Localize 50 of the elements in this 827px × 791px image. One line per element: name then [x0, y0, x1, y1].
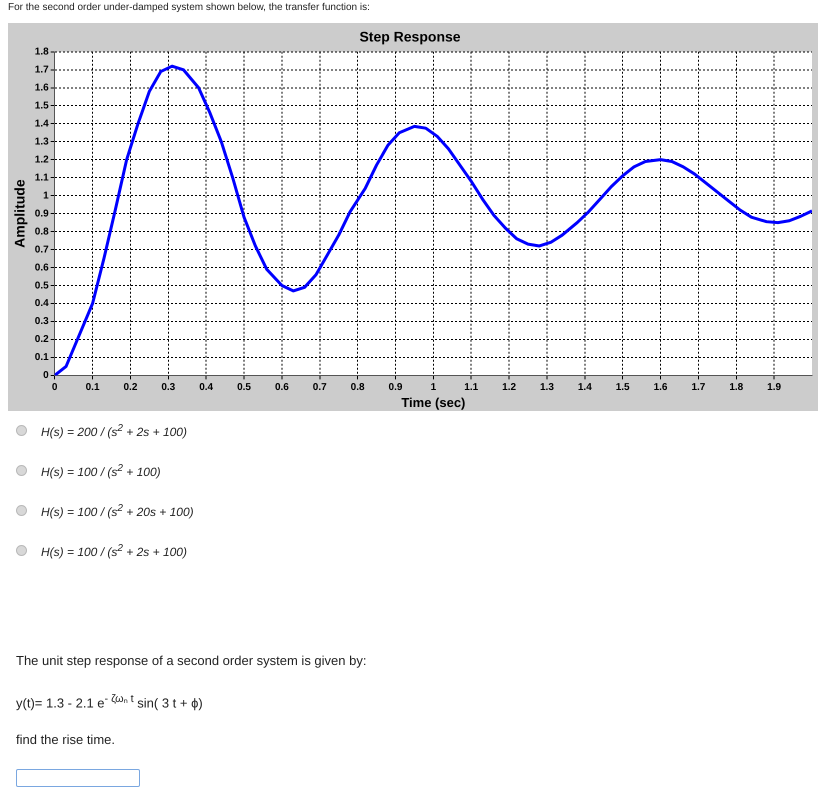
- text: H(s) = 200 / (s$^{2}$ + 2s + 100): [41, 423, 187, 439]
- x-tick-label: 1: [430, 382, 437, 394]
- text: H(s) = 100 / (s$^{2}$ + 100): [41, 463, 161, 479]
- y-tick-label: 0.9: [34, 208, 50, 220]
- x-axis-title: Time (sec): [401, 394, 466, 410]
- x-tick-label: 0.6: [274, 382, 290, 394]
- x-tick-label: 0.9: [388, 382, 403, 394]
- x-tick-label: 0.8: [350, 382, 366, 394]
- text: y(t)= 1.3 - 2.1 e$^{- ζωₙ t}$ sin( 3 t + ϕ): [16, 692, 204, 710]
- x-tick-label: 1.7: [691, 382, 706, 394]
- y-axis-title: Amplitude: [11, 179, 28, 248]
- y-tick-label: 0.3: [34, 316, 50, 328]
- x-tick-label: 0.2: [123, 382, 138, 394]
- x-tick-label: 1.2: [502, 382, 516, 394]
- y-tick-label: 1.8: [34, 46, 50, 58]
- x-tick-label: 0.7: [312, 382, 328, 394]
- y-tick-label: 1.4: [34, 118, 50, 130]
- x-tick-label: 1.6: [654, 382, 668, 394]
- x-tick-label: 1.8: [729, 382, 744, 394]
- text: The unit step response of a second order system is given by:: [16, 653, 368, 668]
- y-tick-label: 0.2: [34, 334, 50, 346]
- y-tick-label: 0.1: [34, 352, 50, 364]
- x-tick-label: 1.9: [767, 382, 782, 394]
- y-tick-label: 1.1: [34, 172, 50, 184]
- x-tick-label: 0.3: [161, 382, 176, 394]
- x-tick-label: 0.5: [237, 382, 252, 394]
- x-tick-label: 1.3: [540, 382, 554, 394]
- y-tick-label: 1.7: [34, 64, 50, 76]
- y-tick-label: 0.6: [34, 262, 50, 274]
- y-tick-label: 0.7: [34, 244, 50, 256]
- y-tick-label: 0: [43, 370, 50, 382]
- y-tick-label: 0.5: [34, 280, 50, 292]
- text: H(s) = 100 / (s$^{2}$ + 20s + 100): [41, 503, 194, 519]
- text: For the second order under-damped system shown below, the transfer function is:: [8, 2, 371, 13]
- y-tick-label: 1.6: [34, 82, 50, 94]
- text: H(s) = 100 / (s$^{2}$ + 2s + 100): [41, 543, 187, 559]
- y-tick-label: 1.2: [34, 154, 50, 166]
- x-tick-label: 1.1: [464, 382, 479, 394]
- x-tick-label: 0.1: [86, 382, 100, 394]
- x-tick-label: 0.4: [199, 382, 214, 394]
- y-tick-label: 1.3: [34, 136, 50, 148]
- x-tick-label: 1.4: [578, 382, 592, 394]
- y-tick-label: 0.4: [34, 298, 50, 310]
- x-tick-label: 0: [52, 382, 58, 394]
- y-tick-label: 1: [43, 190, 50, 202]
- chart-title: Step Response: [359, 28, 461, 44]
- y-tick-label: 1.5: [34, 100, 50, 112]
- x-tick-label: 1.5: [616, 382, 630, 394]
- text: find the rise time.: [16, 732, 116, 748]
- y-tick-label: 0.8: [34, 226, 50, 238]
